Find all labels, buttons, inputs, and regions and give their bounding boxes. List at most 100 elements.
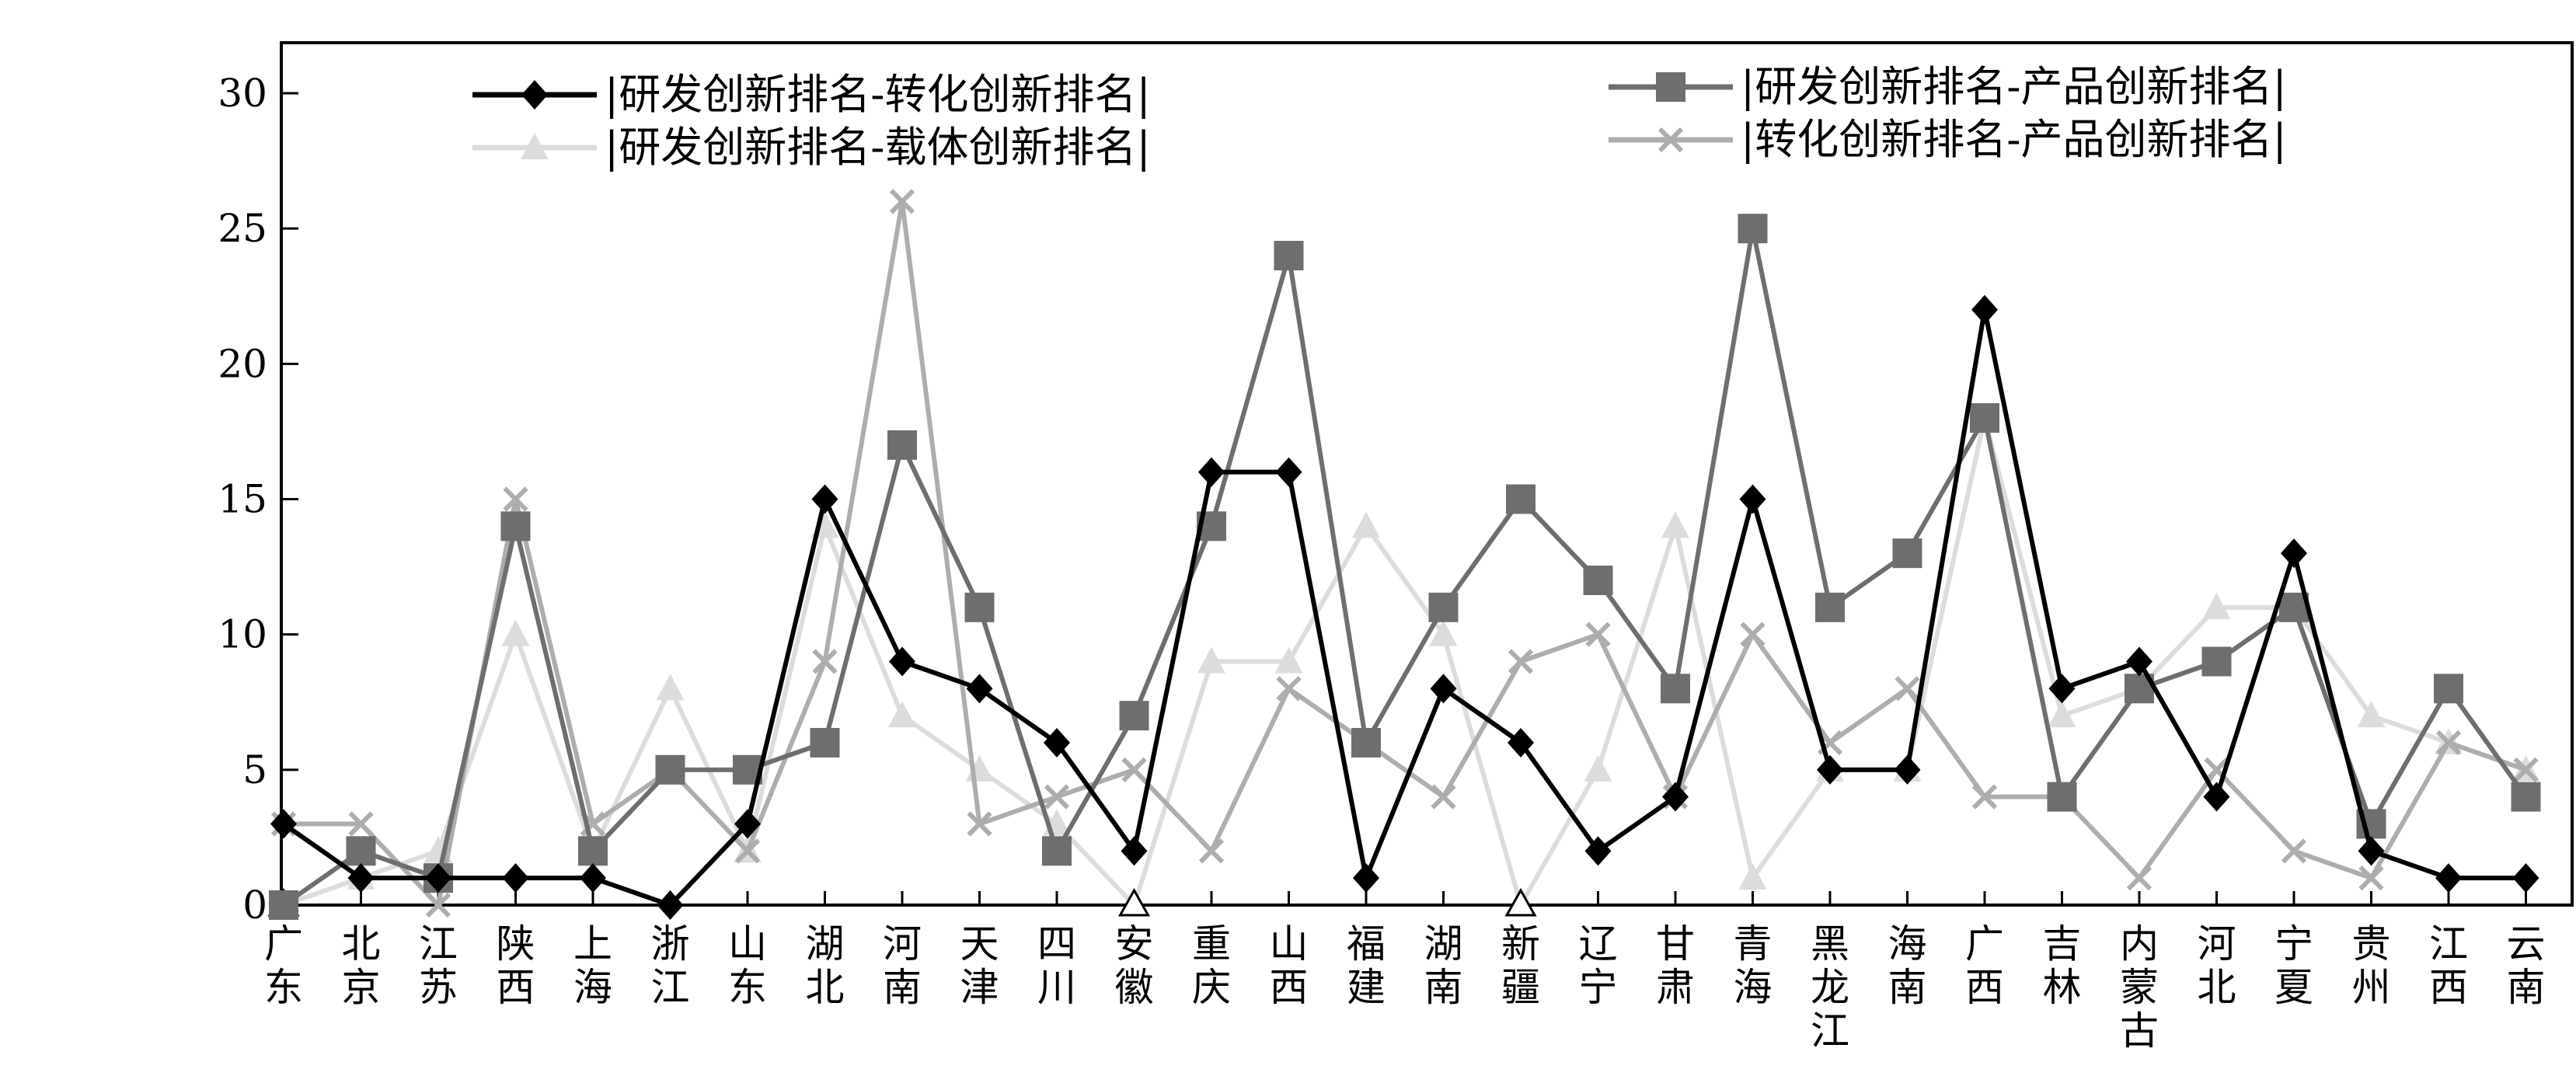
- data-point: [1739, 484, 1766, 514]
- data-point: [2511, 782, 2541, 812]
- data-point: [1042, 836, 1072, 866]
- data-point: [2281, 838, 2307, 864]
- legend-entry-4: |转化创新排名-产品创新排名|: [1609, 115, 2287, 164]
- data-point: [1583, 566, 1613, 595]
- data-point: [580, 863, 606, 893]
- data-point: [1662, 782, 1689, 812]
- data-point: [811, 484, 838, 514]
- data-point: [2126, 646, 2152, 677]
- data-point: [1351, 728, 1381, 757]
- data-point: [2513, 757, 2539, 782]
- x-category-label: 海南: [1888, 921, 1927, 1010]
- data-point: [1738, 863, 1767, 890]
- x-category-label: 贵州: [2352, 921, 2391, 1010]
- data-point: [1121, 757, 1147, 782]
- data-point: [888, 701, 916, 728]
- data-point: [2202, 592, 2231, 619]
- x-category-label: 新疆: [1501, 921, 1540, 1010]
- x-category-label: 安徽: [1115, 921, 1154, 1010]
- data-point: [1121, 836, 1148, 866]
- data-point: [501, 619, 530, 646]
- data-point: [2126, 865, 2152, 891]
- data-point: [1044, 728, 1070, 757]
- data-point: [269, 890, 298, 920]
- data-point: [1584, 836, 1612, 866]
- data-point: [2358, 836, 2385, 866]
- data-point: [1738, 214, 1768, 244]
- data-point: [1430, 674, 1457, 704]
- x-category-label: 内蒙古: [2120, 921, 2159, 1053]
- x-category-label: 四川: [1037, 921, 1076, 1010]
- legend-label: |研发创新排名-产品创新排名|: [1741, 62, 2287, 111]
- data-point: [270, 809, 297, 839]
- data-point: [1275, 457, 1302, 487]
- legend-swatch-marker: [1657, 127, 1684, 153]
- legend-entry-3: |研发创新排名-载体创新排名|: [472, 123, 1151, 172]
- data-point: [346, 836, 376, 866]
- data-point: [889, 189, 915, 214]
- y-tick-label: 20: [218, 341, 267, 386]
- legend-entry-1: |研发创新排名-转化创新排名|: [472, 70, 1151, 119]
- legend-label: |研发创新排名-转化创新排名|: [605, 70, 1151, 119]
- data-point: [2281, 538, 2307, 569]
- data-point: [887, 430, 917, 460]
- series-line: [283, 416, 2527, 907]
- data-point: [1895, 676, 1920, 702]
- data-point: [1508, 728, 1534, 757]
- data-point: [1198, 838, 1225, 864]
- data-point: [2047, 782, 2077, 812]
- data-point: [1428, 592, 1459, 622]
- y-tick-label: 5: [242, 747, 267, 792]
- x-category-label: 广西: [1965, 921, 2004, 1010]
- data-point: [425, 863, 451, 893]
- legend-label: |研发创新排名-载体创新排名|: [605, 123, 1151, 172]
- data-point: [1585, 622, 1611, 647]
- series-1: [270, 294, 2539, 920]
- y-tick-label: 10: [218, 612, 267, 657]
- data-point: [425, 892, 451, 918]
- series-3: [267, 403, 2540, 917]
- x-category-label: 河南: [883, 921, 922, 1010]
- data-point: [347, 863, 375, 893]
- x-category-label: 山东: [728, 921, 767, 1010]
- data-point: [1276, 676, 1302, 702]
- data-point: [1197, 646, 1225, 674]
- legend-label: |转化创新排名-产品创新排名|: [1741, 115, 2287, 164]
- data-point: [1274, 646, 1303, 674]
- x-category-label: 江苏: [419, 921, 458, 1010]
- data-point: [1431, 784, 1456, 810]
- data-point: [734, 809, 761, 839]
- x-category-label: 湖北: [806, 921, 845, 1010]
- data-point: [1274, 241, 1304, 270]
- x-category-label: 宁夏: [2274, 921, 2313, 1010]
- data-point: [2434, 674, 2463, 704]
- x-category-label: 浙江: [651, 921, 690, 1010]
- x-category-label: 江西: [2429, 921, 2468, 1010]
- data-point: [657, 890, 684, 920]
- x-category-label: 湖南: [1424, 921, 1463, 1010]
- data-point: [1508, 649, 1534, 674]
- x-category-label: 云南: [2507, 921, 2546, 1010]
- y-tick-label: 15: [218, 477, 267, 522]
- data-point: [1970, 403, 1999, 433]
- data-point: [503, 486, 528, 512]
- data-point: [1740, 622, 1766, 647]
- legend: |研发创新排名-转化创新排名||研发创新排名-载体创新排名| |研发创新排名-产品…: [472, 62, 2287, 172]
- data-point: [656, 674, 685, 701]
- x-category-label: 上海: [573, 921, 612, 1010]
- data-point: [502, 863, 529, 893]
- x-category-label: 青海: [1734, 921, 1773, 1010]
- data-point: [2201, 646, 2232, 677]
- data-point: [734, 838, 761, 864]
- x-category-label: 陕西: [497, 921, 535, 1010]
- data-point: [1584, 754, 1612, 782]
- x-category-label: 吉林: [2043, 921, 2082, 1010]
- x-category-label: 福建: [1347, 921, 1386, 1010]
- data-point: [1352, 511, 1380, 538]
- x-category-label: 北京: [342, 921, 381, 1010]
- data-point: [1971, 294, 1998, 325]
- series-group: [267, 189, 2541, 920]
- data-point: [966, 674, 993, 704]
- legend-swatch-marker: [1656, 72, 1685, 102]
